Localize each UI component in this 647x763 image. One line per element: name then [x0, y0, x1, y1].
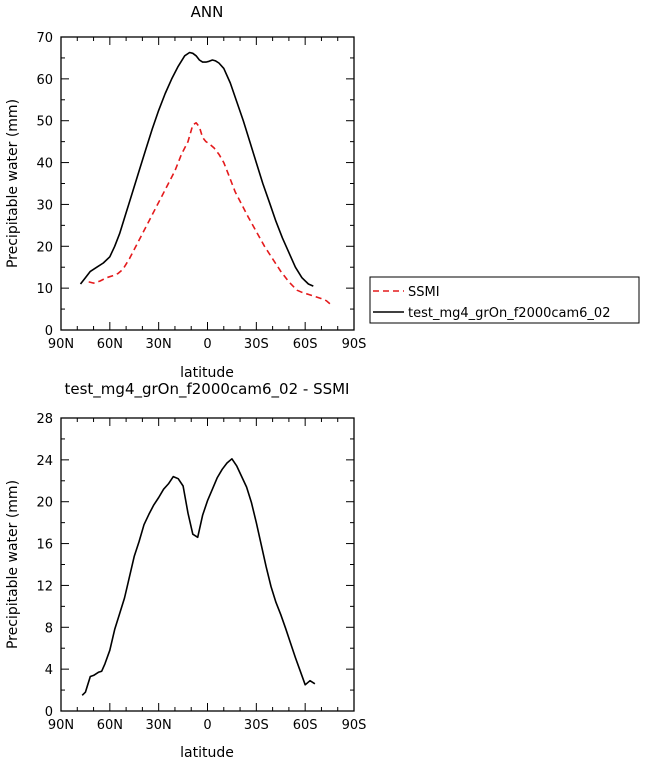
panel-2-axes: 90N 60N 30N 0 30S 60S 90S 0 4 8 12 16 20 24 28 [36, 412, 366, 733]
x-tick-label: 0 [203, 718, 211, 733]
x-tick-label: 60S [293, 718, 318, 733]
legend-frame [369, 276, 640, 324]
x-tick-label: 60N [97, 718, 123, 733]
y-tick-label: 70 [36, 31, 53, 46]
panel-2-x-axis-label: latitude [180, 745, 234, 761]
y-tick-label: 12 [36, 579, 53, 594]
panel-annual-precipitable-water: ANN 90N 60N 30N 0 30S 60S 90S 0 10 20 30 40 50 60 70 P… [5, 3, 640, 381]
panel-1-y-axis-label: Precipitable water (mm) [5, 99, 21, 268]
y-tick-label: 30 [36, 198, 53, 213]
x-tick-label: 0 [203, 337, 211, 352]
x-tick-label: 90N [48, 337, 74, 352]
x-tick-label: 30N [146, 337, 172, 352]
y-tick-label: 0 [45, 705, 53, 720]
x-tick-label: 30N [146, 718, 172, 733]
x-tick-label: 60N [97, 337, 123, 352]
y-tick-label: 4 [45, 663, 53, 678]
y-tick-label: 20 [36, 240, 53, 255]
panel-2-plot-frame [60, 417, 355, 712]
panel-1-title: ANN [191, 3, 224, 21]
y-tick-label: 60 [36, 73, 53, 88]
panel-2-series [81, 457, 316, 696]
y-tick-label: 0 [45, 324, 53, 339]
legend-label-ssmi: SSMI [408, 285, 440, 300]
series-line-difference [81, 457, 316, 696]
panel-2-title: test_mg4_grOn_f2000cam6_02 - SSMI [65, 380, 350, 399]
x-tick-label: 90S [342, 337, 367, 352]
y-tick-label: 8 [45, 621, 53, 636]
x-tick-label: 30S [244, 718, 269, 733]
series-line-test-mg4-gron-f2000cam6-02 [79, 51, 314, 287]
y-tick-label: 28 [36, 412, 53, 427]
panel-2-y-axis-label: Precipitable water (mm) [5, 480, 21, 649]
y-tick-label: 40 [36, 157, 53, 172]
y-tick-label: 24 [36, 454, 53, 469]
y-tick-label: 10 [36, 282, 53, 297]
panel-1-axes: 90N 60N 30N 0 30S 60S 90S 0 10 20 30 40 50 60 70 [36, 31, 366, 352]
panel-1-plot-frame [60, 36, 355, 331]
x-tick-label: 90N [48, 718, 74, 733]
legend-label-test-model: test_mg4_grOn_f2000cam6_02 [408, 306, 610, 321]
x-tick-label: 90S [342, 718, 367, 733]
y-tick-label: 16 [36, 538, 53, 553]
panel-1-legend: SSMI test_mg4_grOn_f2000cam6_02 [369, 276, 640, 324]
x-tick-label: 30S [244, 337, 269, 352]
panel-1-series [79, 51, 332, 306]
panel-1-x-axis-label: latitude [180, 365, 234, 381]
panel-difference: test_mg4_grOn_f2000cam6_02 - SSMI 90N 60N… [5, 380, 366, 761]
x-tick-label: 60S [293, 337, 318, 352]
y-tick-label: 20 [36, 496, 53, 511]
series-line-ssmi [88, 122, 332, 306]
y-tick-label: 50 [36, 115, 53, 130]
